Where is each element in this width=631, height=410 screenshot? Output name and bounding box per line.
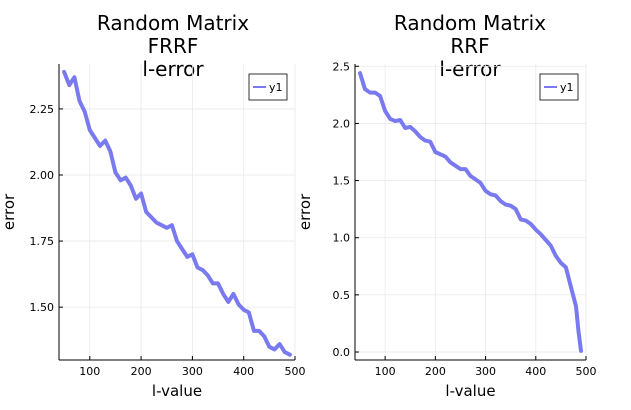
y-tick-label: 1.75 [30, 235, 55, 248]
x-tick-label: 200 [425, 365, 446, 378]
y-tick-label: 1.5 [333, 175, 351, 188]
x-tick-label: 400 [525, 365, 546, 378]
y-tick-label: 1.0 [333, 232, 351, 245]
x-tick-label: 200 [131, 365, 152, 378]
y-tick-label: 2.0 [333, 117, 351, 130]
y-tick-label: 2.00 [30, 169, 55, 182]
chart-title-line: RRF [450, 34, 489, 58]
x-tick-label: 300 [475, 365, 496, 378]
chart-title-line: l-error [439, 57, 501, 81]
y-tick-label: 0.0 [333, 346, 351, 359]
legend: y1 [248, 73, 288, 101]
x-tick-label: 100 [375, 365, 396, 378]
y-axis-label: error [0, 193, 18, 230]
x-tick-label: 400 [233, 365, 254, 378]
x-axis-label: l-value [445, 382, 495, 400]
chart-title-line: Random Matrix [97, 11, 249, 35]
y-tick-label: 1.50 [30, 301, 55, 314]
chart-title-line: l-error [142, 57, 204, 81]
x-tick-label: 100 [79, 365, 100, 378]
x-axis-label: l-value [152, 382, 202, 400]
x-tick-label: 300 [182, 365, 203, 378]
x-tick-label: 500 [285, 365, 306, 378]
series-line-y1 [358, 71, 583, 353]
y-tick-label: 0.5 [333, 289, 351, 302]
chart-title-line: Random Matrix [394, 11, 546, 35]
legend-label: y1 [560, 81, 574, 94]
legend: y1 [539, 73, 579, 101]
series-line-y1 [62, 69, 292, 357]
y-tick-label: 2.25 [30, 103, 55, 116]
legend-label: y1 [269, 81, 283, 94]
x-tick-label: 500 [576, 365, 597, 378]
y-tick-label: 2.5 [333, 60, 351, 73]
y-axis-label: error [296, 193, 314, 230]
chart-title-line: FRRF [148, 34, 199, 58]
